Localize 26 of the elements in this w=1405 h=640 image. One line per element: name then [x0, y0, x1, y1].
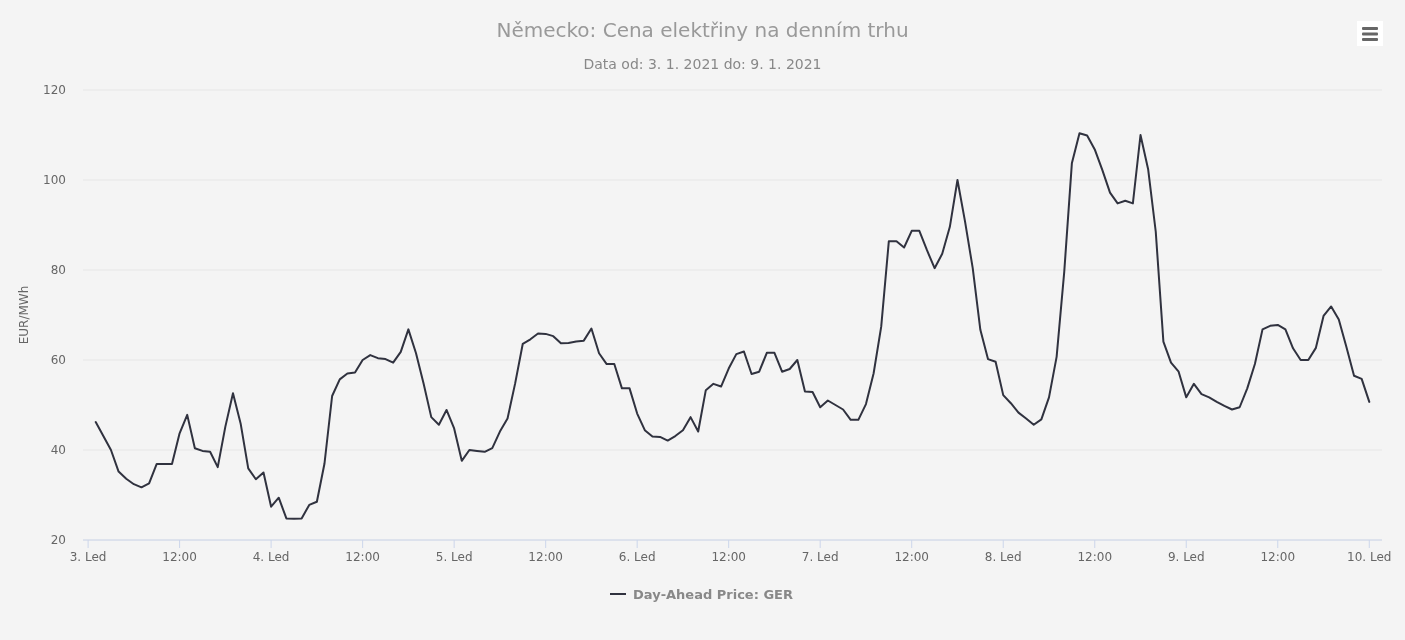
- y-tick-label: 120: [43, 83, 66, 98]
- x-tick-label: 7. Led: [801, 550, 839, 564]
- y-axis-title: EUR/MWh: [17, 285, 31, 345]
- legend-label: Day-Ahead Price: GER: [633, 586, 793, 602]
- y-tick-label: 20: [50, 533, 66, 548]
- x-tick-label: 10. Led: [1347, 550, 1392, 564]
- x-tick-label: 5. Led: [435, 550, 473, 564]
- x-tick-label: 6. Led: [618, 550, 656, 564]
- x-tick-label: 12:00: [1077, 550, 1113, 564]
- x-tick-label: 3. Led: [69, 550, 107, 564]
- x-tick-label: 12:00: [894, 550, 930, 564]
- x-tick-label: 8. Led: [984, 550, 1022, 564]
- line-series: [94, 132, 1371, 520]
- x-tick-label: 12:00: [528, 550, 563, 564]
- chart-subtitle: Data od: 3. 1. 2021 do: 9. 1. 2021: [583, 56, 822, 72]
- x-tick-label: 12:00: [162, 550, 197, 564]
- x-tick-label: 12:00: [1260, 550, 1296, 564]
- x-tick-label: 4. Led: [252, 550, 290, 564]
- y-tick-label: 80: [50, 263, 66, 278]
- x-tick-label: 12:00: [711, 550, 746, 564]
- chart-title: Německo: Cena elektřiny na denním trhu: [496, 18, 909, 42]
- y-tick-label: 60: [50, 353, 66, 368]
- x-tick-label: 12:00: [345, 550, 380, 564]
- x-tick-label: 9. Led: [1167, 550, 1205, 564]
- y-tick-label: 100: [43, 173, 66, 188]
- y-tick-label: 40: [50, 443, 66, 458]
